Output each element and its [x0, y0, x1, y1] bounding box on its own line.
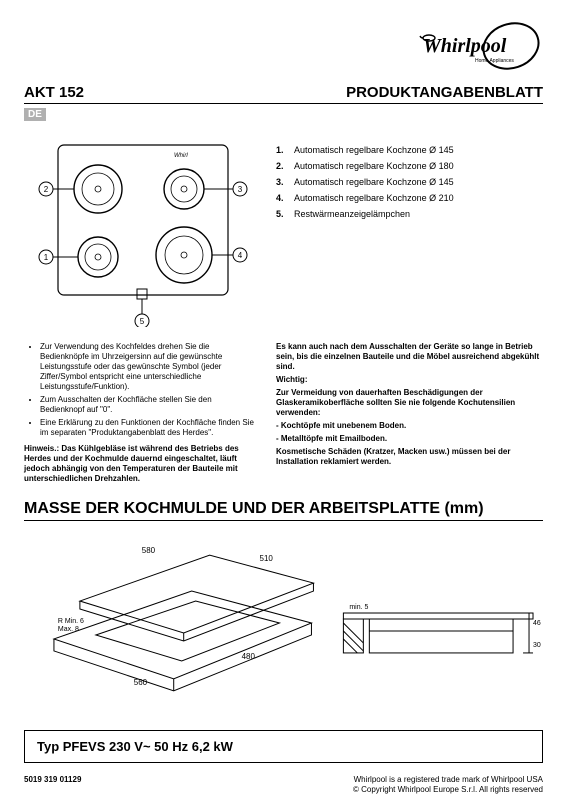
warning-paragraph: - Kochtöpfe mit unebenem Boden.	[276, 421, 543, 431]
svg-text:Whirlpool: Whirlpool	[423, 35, 507, 57]
legend-number: 1.	[276, 145, 294, 155]
usage-bullets: Zur Verwendung des Kochfeldes drehen Sie…	[24, 342, 254, 438]
svg-text:R Min. 6: R Min. 6	[58, 618, 84, 625]
svg-text:min. 5: min. 5	[349, 604, 368, 611]
model-number: AKT 152	[24, 84, 84, 101]
part-number: 5019 319 01129	[24, 775, 81, 794]
legend-text: Automatisch regelbare Kochzone Ø 210	[294, 193, 543, 203]
svg-text:4: 4	[238, 251, 243, 260]
svg-text:Whirl: Whirl	[174, 153, 188, 159]
text-columns: Zur Verwendung des Kochfeldes drehen Sie…	[24, 332, 543, 484]
legend-item: 1. Automatisch regelbare Kochzone Ø 145	[276, 145, 543, 155]
page: Whirlpool Home Appliances AKT 152 PRODUK…	[0, 0, 567, 808]
legend-text: Automatisch regelbare Kochzone Ø 145	[294, 145, 543, 155]
legend-item: 2. Automatisch regelbare Kochzone Ø 180	[276, 161, 543, 171]
legend-item: 3. Automatisch regelbare Kochzone Ø 145	[276, 177, 543, 187]
bullet-item: Zum Ausschalten der Kochfläche stellen S…	[40, 395, 254, 415]
dimensions-diagram: 580 510 R Min. 6 Max. 8 560 480 min. 5 4…	[24, 531, 543, 711]
logo-row: Whirlpool Home Appliances	[24, 20, 543, 76]
svg-text:480: 480	[242, 652, 256, 661]
legend-item: 5. Restwärmeanzeigelämpchen	[276, 209, 543, 219]
legend: 1. Automatisch regelbare Kochzone Ø 145 …	[276, 137, 543, 332]
svg-text:1: 1	[44, 253, 49, 262]
legend-number: 3.	[276, 177, 294, 187]
copyright: Whirlpool is a registered trade mark of …	[353, 775, 543, 794]
svg-text:Home Appliances: Home Appliances	[475, 58, 514, 64]
product-section: Whirl	[24, 137, 543, 332]
warning-paragraph: Zur Vermeidung von dauerhaften Beschädig…	[276, 388, 543, 418]
svg-text:5: 5	[140, 317, 145, 326]
bullet-item: Eine Erklärung zu den Funktionen der Koc…	[40, 418, 254, 438]
rating-text: Typ PFEVS 230 V~ 50 Hz 6,2 kW	[37, 739, 233, 754]
legend-number: 5.	[276, 209, 294, 219]
hob-diagram-column: Whirl	[24, 137, 254, 332]
sheet-title: PRODUKTANGABENBLATT	[346, 84, 543, 101]
svg-text:560: 560	[134, 678, 148, 687]
dimensions-heading: MASSE DER KOCHMULDE UND DER ARBEITSPLATT…	[24, 500, 543, 521]
legend-text: Restwärmeanzeigelämpchen	[294, 209, 543, 219]
hob-diagram: Whirl	[24, 137, 254, 327]
fan-note: Hinweis.: Das Kühlgebläse ist während de…	[24, 444, 254, 484]
legend-number: 4.	[276, 193, 294, 203]
left-text-column: Zur Verwendung des Kochfeldes drehen Sie…	[24, 332, 254, 484]
warning-paragraph: Kosmetische Schäden (Kratzer, Macken usw…	[276, 447, 543, 467]
legend-item: 4. Automatisch regelbare Kochzone Ø 210	[276, 193, 543, 203]
svg-text:Max. 8: Max. 8	[58, 626, 79, 633]
rating-box: Typ PFEVS 230 V~ 50 Hz 6,2 kW	[24, 730, 543, 763]
bullet-item: Zur Verwendung des Kochfeldes drehen Sie…	[40, 342, 254, 392]
language-badge: DE	[24, 108, 46, 121]
svg-text:46: 46	[533, 620, 541, 627]
legend-text: Automatisch regelbare Kochzone Ø 180	[294, 161, 543, 171]
title-row: AKT 152 PRODUKTANGABENBLATT	[24, 84, 543, 104]
warning-paragraph: Wichtig:	[276, 375, 543, 385]
whirlpool-logo: Whirlpool Home Appliances	[415, 20, 543, 76]
svg-text:510: 510	[260, 554, 274, 563]
svg-text:3: 3	[238, 185, 243, 194]
right-text-column: Es kann auch nach dem Ausschalten der Ge…	[276, 332, 543, 484]
legend-text: Automatisch regelbare Kochzone Ø 145	[294, 177, 543, 187]
svg-text:30: 30	[533, 642, 541, 649]
warning-paragraph: Es kann auch nach dem Ausschalten der Ge…	[276, 342, 543, 372]
copyright-line: © Copyright Whirlpool Europe S.r.l. All …	[353, 785, 543, 794]
legend-number: 2.	[276, 161, 294, 171]
copyright-line: Whirlpool is a registered trade mark of …	[354, 775, 543, 784]
svg-text:2: 2	[44, 185, 49, 194]
svg-text:580: 580	[142, 546, 156, 555]
warning-paragraph: - Metalltöpfe mit Emailboden.	[276, 434, 543, 444]
footer: 5019 319 01129 Whirlpool is a registered…	[24, 775, 543, 794]
